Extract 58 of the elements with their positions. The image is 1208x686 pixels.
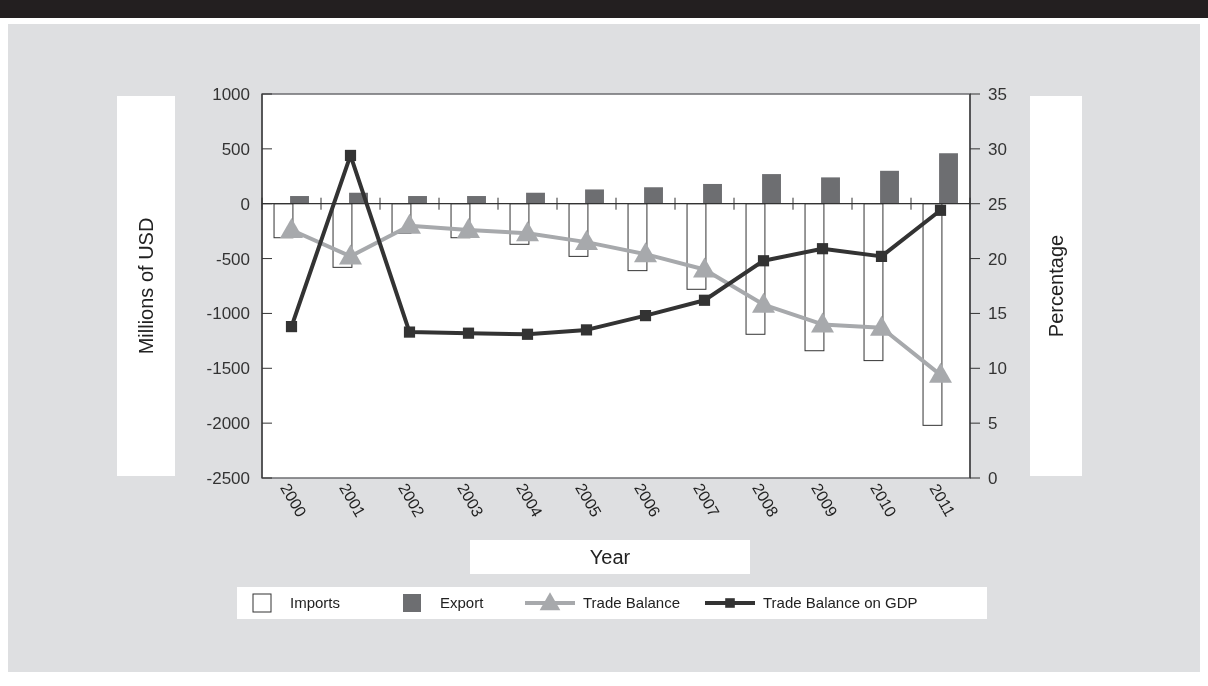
point [698, 294, 711, 306]
y2-axis-title: Percentage [1045, 234, 1067, 338]
point [344, 149, 357, 162]
legend-label: Imports [290, 594, 341, 612]
y2-tick-label: 10 [988, 359, 1007, 379]
point [462, 327, 475, 339]
point [875, 250, 888, 262]
point [634, 242, 657, 263]
y2-tick-label: 25 [988, 194, 1007, 214]
y2-tick-label: 20 [988, 249, 1007, 269]
point [457, 218, 480, 239]
bar [880, 170, 899, 204]
point [575, 230, 598, 251]
point [285, 320, 298, 333]
y2-tick-label: 0 [988, 468, 998, 488]
point [580, 324, 593, 336]
point [403, 326, 416, 338]
point [639, 310, 652, 322]
bar [703, 183, 722, 204]
point [811, 312, 834, 333]
point [521, 328, 534, 340]
bar [467, 196, 486, 204]
y-tick-label: -2000 [206, 414, 250, 434]
y2-tick-label: 30 [988, 139, 1007, 159]
point [870, 315, 893, 336]
y2-tick-label: 5 [988, 414, 998, 434]
y-tick-label: 0 [240, 194, 250, 214]
y-tick-label: -2500 [206, 468, 250, 488]
point [516, 221, 539, 242]
point [816, 243, 829, 255]
bar [939, 153, 958, 204]
y-tick-label: 1000 [212, 84, 250, 104]
y-axis-title: Millions of USD [135, 217, 157, 355]
bar [821, 177, 840, 204]
legend-label: Trade Balance on GDP [763, 594, 918, 612]
y-tick-label: 500 [221, 139, 250, 159]
point [757, 255, 770, 267]
y2-tick-label: 35 [988, 84, 1007, 104]
point [752, 292, 775, 313]
y-tick-label: -1500 [206, 359, 250, 379]
point [929, 362, 952, 383]
bar [644, 187, 663, 204]
bar [585, 189, 604, 204]
y-tick-label: -1000 [206, 304, 250, 324]
point [398, 213, 421, 234]
point [934, 204, 947, 216]
legend-label: Trade Balance [583, 594, 681, 612]
y2-tick-label: 15 [988, 304, 1007, 324]
point [339, 244, 362, 265]
bar [290, 196, 309, 204]
bar [526, 192, 545, 204]
point [280, 218, 303, 239]
legend-label: Export [440, 594, 485, 612]
bar [762, 174, 781, 204]
bar [408, 196, 427, 204]
x-axis-title: Year [589, 546, 631, 568]
y-tick-label: -500 [215, 249, 250, 269]
point [693, 257, 716, 278]
